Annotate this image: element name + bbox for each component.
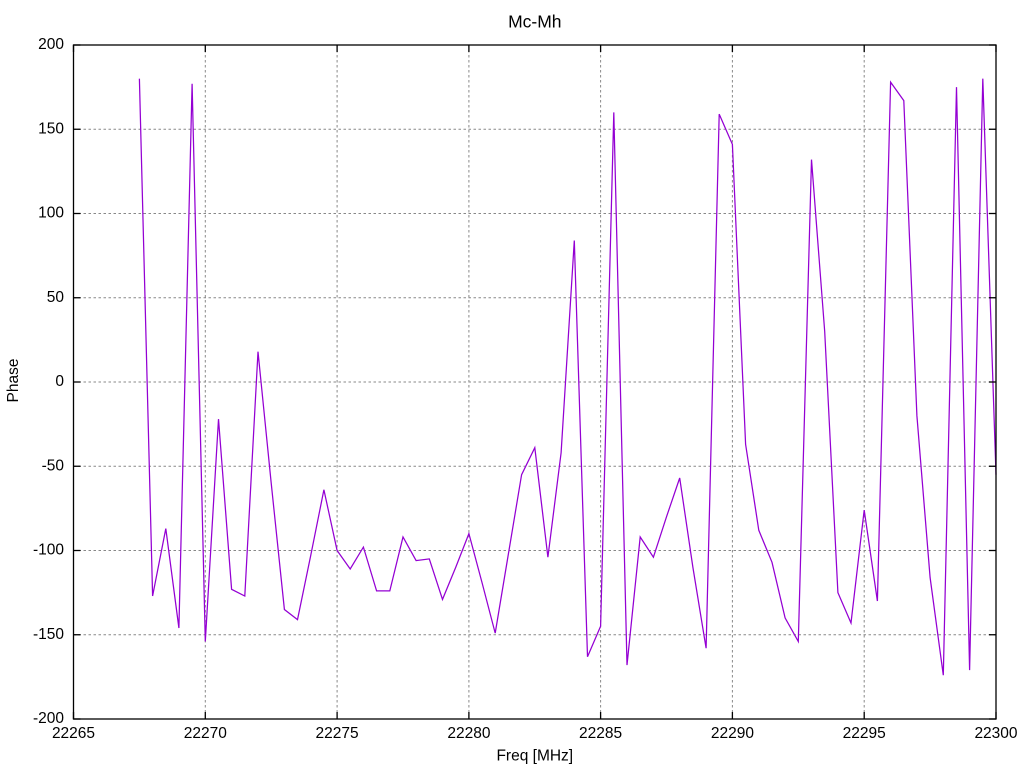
- svg-text:22290: 22290: [711, 725, 754, 742]
- svg-text:150: 150: [38, 120, 64, 137]
- svg-text:22280: 22280: [447, 725, 490, 742]
- svg-text:22270: 22270: [184, 725, 227, 742]
- svg-text:100: 100: [38, 205, 64, 222]
- svg-text:22265: 22265: [52, 725, 95, 742]
- svg-text:-150: -150: [33, 626, 64, 643]
- svg-text:-200: -200: [33, 710, 64, 727]
- svg-text:Phase: Phase: [5, 359, 22, 403]
- svg-text:22295: 22295: [843, 725, 886, 742]
- svg-text:22285: 22285: [579, 725, 622, 742]
- svg-text:50: 50: [47, 289, 65, 306]
- svg-text:0: 0: [55, 373, 64, 390]
- svg-text:22300: 22300: [974, 725, 1017, 742]
- svg-text:-50: -50: [42, 457, 65, 474]
- svg-text:Mc-Mh: Mc-Mh: [508, 11, 561, 31]
- svg-text:Freq [MHz]: Freq [MHz]: [496, 748, 573, 765]
- svg-text:22275: 22275: [316, 725, 359, 742]
- svg-text:200: 200: [38, 36, 64, 53]
- svg-text:-100: -100: [33, 542, 64, 559]
